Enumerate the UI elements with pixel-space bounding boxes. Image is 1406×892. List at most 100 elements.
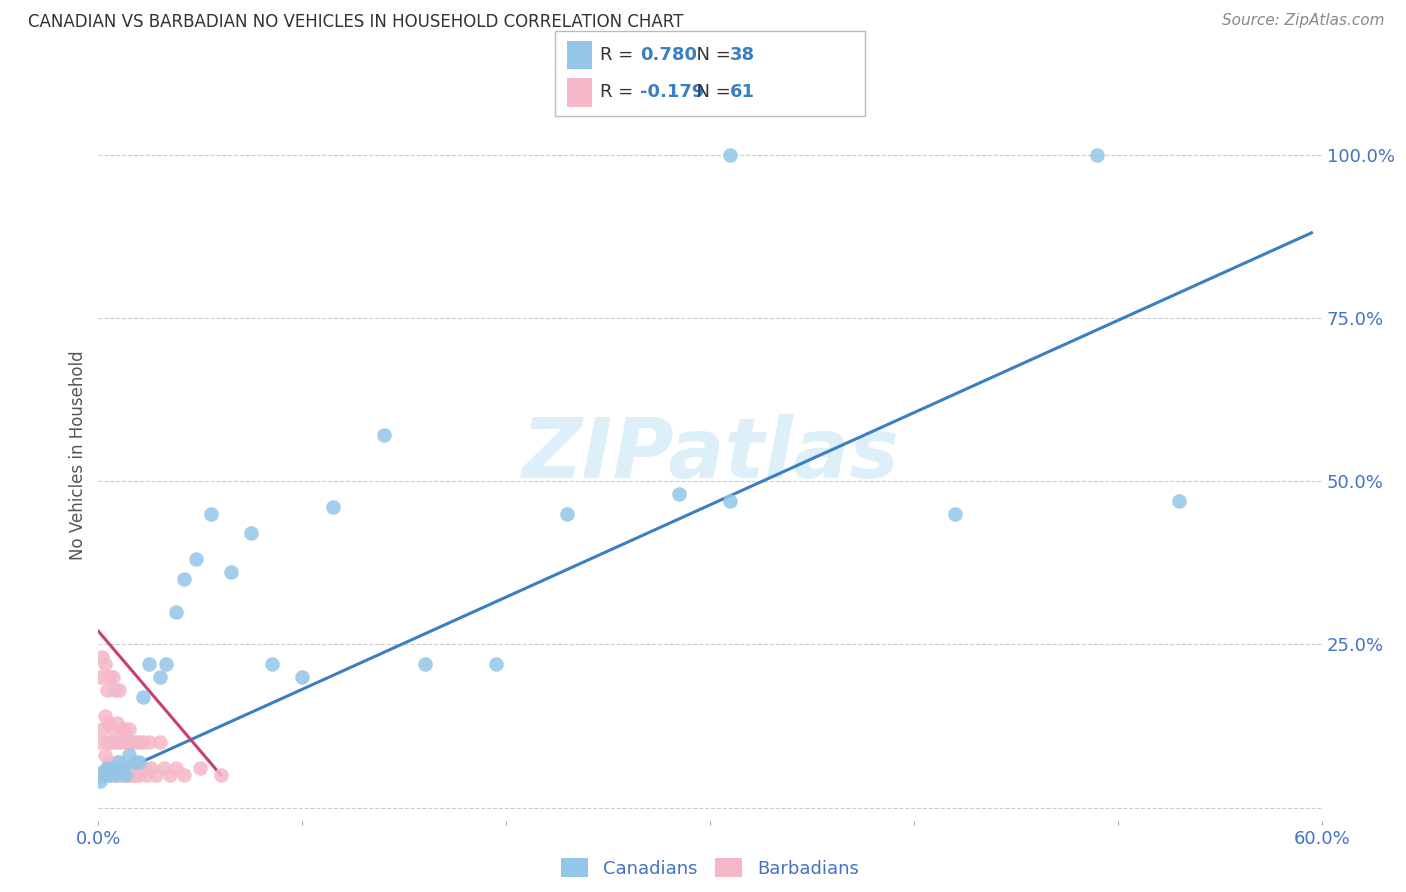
Point — [91, 650, 114, 665]
Point — [114, 723, 136, 737]
Point — [110, 723, 132, 737]
Point — [132, 690, 155, 704]
Point — [129, 761, 152, 775]
Point — [96, 683, 118, 698]
Point — [101, 723, 124, 737]
Text: R =: R = — [600, 46, 640, 64]
Point — [110, 761, 132, 775]
Point — [93, 657, 115, 671]
Point — [1085, 147, 1108, 161]
Point — [260, 657, 283, 671]
Point — [93, 709, 115, 723]
Point — [118, 768, 141, 782]
Text: CANADIAN VS BARBADIAN NO VEHICLES IN HOUSEHOLD CORRELATION CHART: CANADIAN VS BARBADIAN NO VEHICLES IN HOU… — [28, 13, 683, 31]
Point — [209, 768, 232, 782]
Point — [291, 670, 314, 684]
Point — [101, 761, 124, 775]
Text: N =: N = — [685, 83, 737, 101]
Point — [132, 735, 155, 749]
Point — [718, 493, 742, 508]
Point — [128, 768, 150, 782]
Point — [111, 768, 134, 782]
Point — [105, 755, 128, 769]
Point — [555, 507, 579, 521]
Point — [173, 572, 195, 586]
Point — [108, 755, 131, 769]
Point — [108, 735, 131, 749]
Point — [101, 670, 124, 684]
Point — [104, 735, 127, 749]
Point — [89, 768, 111, 782]
Point — [100, 768, 122, 782]
Point — [91, 768, 114, 782]
Point — [120, 761, 142, 775]
Point — [122, 735, 145, 749]
Point — [97, 715, 120, 730]
Point — [105, 715, 128, 730]
Point — [97, 755, 120, 769]
Point — [93, 748, 115, 763]
Point — [145, 768, 167, 782]
Point — [104, 768, 127, 782]
Point — [165, 605, 187, 619]
Point — [200, 507, 222, 521]
Text: N =: N = — [685, 46, 737, 64]
Point — [149, 670, 172, 684]
Point — [97, 768, 120, 782]
Point — [141, 761, 163, 775]
Point — [943, 507, 966, 521]
Point — [114, 761, 136, 775]
Point — [108, 768, 131, 782]
Point — [718, 147, 742, 161]
Point — [128, 755, 150, 769]
Point — [173, 768, 195, 782]
Point — [104, 683, 127, 698]
Point — [159, 768, 181, 782]
Text: R =: R = — [600, 83, 640, 101]
Point — [219, 566, 242, 580]
Point — [96, 735, 118, 749]
Point — [152, 761, 174, 775]
Point — [118, 748, 141, 763]
Point — [136, 768, 159, 782]
Point — [96, 761, 118, 775]
Point — [485, 657, 508, 671]
Point — [120, 735, 142, 749]
Point — [115, 768, 138, 782]
Point — [96, 761, 118, 775]
Text: 61: 61 — [730, 83, 755, 101]
Text: 0.780: 0.780 — [640, 46, 697, 64]
Point — [127, 761, 149, 775]
Point — [89, 670, 111, 684]
Point — [100, 735, 122, 749]
Point — [155, 657, 177, 671]
Point — [413, 657, 436, 671]
Point — [134, 761, 156, 775]
Point — [89, 735, 111, 749]
Point — [89, 774, 111, 789]
Point — [115, 735, 138, 749]
Point — [138, 657, 160, 671]
Legend: Canadians, Barbadians: Canadians, Barbadians — [554, 851, 866, 885]
Point — [91, 723, 114, 737]
Y-axis label: No Vehicles in Household: No Vehicles in Household — [69, 350, 87, 560]
Point — [165, 761, 187, 775]
Point — [240, 526, 263, 541]
Point — [114, 768, 136, 782]
Point — [149, 735, 172, 749]
Text: 38: 38 — [730, 46, 755, 64]
Point — [124, 768, 146, 782]
Point — [118, 723, 141, 737]
Point — [104, 768, 127, 782]
Point — [128, 735, 150, 749]
Point — [111, 761, 134, 775]
Text: -0.179: -0.179 — [640, 83, 704, 101]
Point — [138, 735, 160, 749]
Point — [108, 683, 131, 698]
Point — [373, 428, 395, 442]
Point — [188, 761, 212, 775]
Point — [97, 670, 120, 684]
Point — [101, 761, 124, 775]
Point — [124, 735, 146, 749]
Point — [186, 552, 208, 566]
